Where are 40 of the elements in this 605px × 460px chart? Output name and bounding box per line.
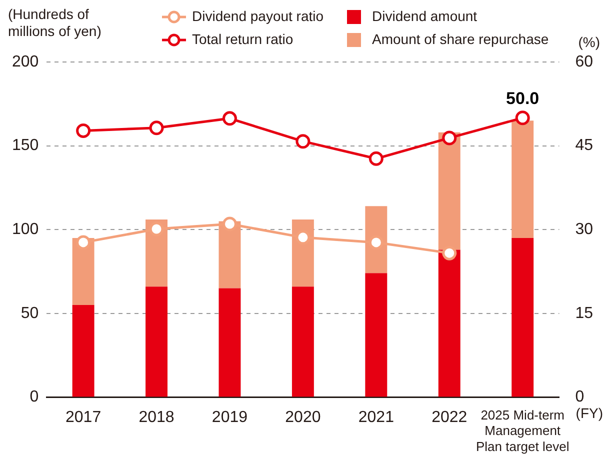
y-tick-label: 200 xyxy=(12,53,39,70)
bar xyxy=(512,120,534,238)
legend-label: Dividend amount xyxy=(372,8,478,24)
y-axis-title: (Hundreds of millions of yen) xyxy=(8,6,102,39)
legend-label: Total return ratio xyxy=(192,30,294,47)
y-tick-label: 150 xyxy=(12,137,39,154)
point xyxy=(149,120,164,136)
y2-tick-label: 0 xyxy=(575,388,584,406)
y-tick-label: 50 xyxy=(20,304,39,322)
point xyxy=(296,134,310,149)
legend-label: Dividend payout ratio xyxy=(192,8,324,24)
bar xyxy=(512,238,534,397)
x-tick-label: 2019 xyxy=(212,409,248,426)
point xyxy=(515,110,530,126)
x-tick-label: 2021 xyxy=(358,409,394,426)
point xyxy=(368,151,384,166)
y-tick-label: 0 xyxy=(30,388,39,406)
y2-tick-label: 15 xyxy=(575,304,594,322)
point xyxy=(76,123,91,138)
bar xyxy=(438,250,460,397)
bar xyxy=(72,305,94,397)
x-tick-label: 2017 xyxy=(66,409,102,426)
point xyxy=(442,130,457,146)
x-tick-label: 2022 xyxy=(432,409,468,426)
y2-tick-label: 30 xyxy=(575,221,594,238)
y2-tick-label: 45 xyxy=(575,137,594,154)
legend-label: Amount of share repurchase xyxy=(372,30,549,47)
y2-axis-title: (%) xyxy=(578,34,600,50)
bar xyxy=(218,288,241,397)
point xyxy=(222,111,237,126)
bar xyxy=(146,286,168,397)
y-tick-label: 100 xyxy=(12,221,39,238)
text: (FY) xyxy=(576,405,603,422)
bar xyxy=(365,273,388,397)
x-tick-label: 2020 xyxy=(285,409,321,426)
y2-tick-label: 60 xyxy=(575,53,594,70)
x-tick-label: 2025 Mid-term Management Plan target level xyxy=(476,408,570,454)
x-tick-label: 2018 xyxy=(138,409,174,426)
bar xyxy=(292,286,314,397)
data-label: 50.0 xyxy=(506,89,540,108)
